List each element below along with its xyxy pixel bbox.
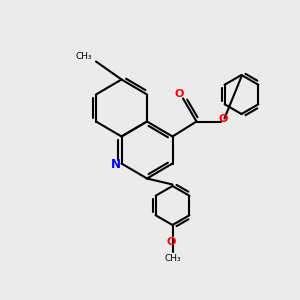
- Text: O: O: [218, 113, 228, 124]
- Text: N: N: [111, 158, 121, 172]
- Text: O: O: [166, 237, 176, 247]
- Text: CH₃: CH₃: [164, 254, 181, 263]
- Text: O: O: [175, 89, 184, 99]
- Text: CH₃: CH₃: [76, 52, 92, 61]
